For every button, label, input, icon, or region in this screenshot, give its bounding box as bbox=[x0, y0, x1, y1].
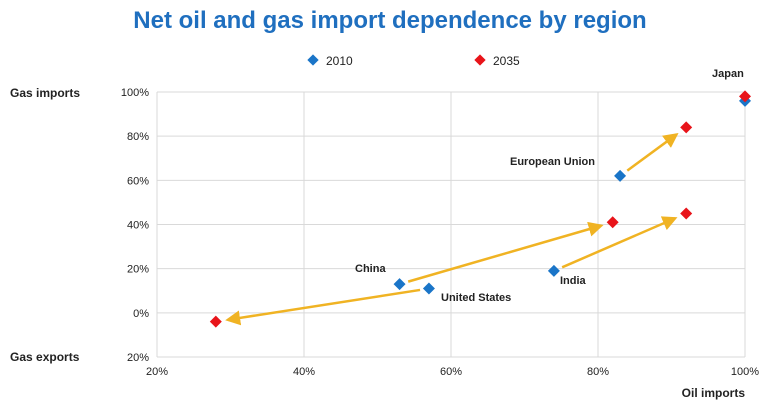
annotation-japan: Japan bbox=[712, 68, 744, 80]
x-tick-label: 60% bbox=[440, 366, 462, 378]
point-2035-china bbox=[606, 216, 619, 229]
tick-labels: 100% 80% 60% 40% 20% 0% 20% 20% 40% 60% 80% 100% bbox=[121, 87, 759, 378]
annotations: China United States India European Union… bbox=[355, 68, 744, 304]
legend-label-2010: 2010 bbox=[326, 54, 353, 68]
annotation-united-states: United States bbox=[441, 292, 511, 304]
trend-arrow bbox=[225, 288, 421, 326]
y-axis-label-top: Gas imports bbox=[10, 86, 80, 100]
y-tick-label: 100% bbox=[121, 87, 149, 99]
point-2035-india bbox=[680, 207, 693, 220]
trend-arrow bbox=[561, 216, 678, 269]
y-tick-label: 60% bbox=[127, 175, 149, 187]
point-2010-china bbox=[393, 278, 406, 291]
chart-title: Net oil and gas import dependence by reg… bbox=[133, 7, 646, 34]
point-2010-india bbox=[547, 264, 560, 277]
trend-arrow bbox=[407, 221, 604, 283]
x-tick-label: 20% bbox=[146, 366, 168, 378]
trend-arrow bbox=[626, 132, 679, 172]
x-tick-label: 80% bbox=[587, 366, 609, 378]
annotation-european-union: European Union bbox=[510, 156, 595, 168]
x-tick-label: 40% bbox=[293, 366, 315, 378]
y-tick-label: 80% bbox=[127, 131, 149, 143]
data-points bbox=[209, 90, 751, 328]
point-2035-japan bbox=[739, 90, 751, 103]
arrows bbox=[225, 132, 679, 326]
y-axis-label-bottom: Gas exports bbox=[10, 350, 80, 364]
legend-marker-2035 bbox=[474, 54, 486, 66]
point-2010-united-states bbox=[422, 282, 435, 295]
point-2035-european-union bbox=[680, 121, 693, 134]
legend-marker-2010 bbox=[307, 54, 319, 66]
annotation-india: India bbox=[560, 275, 587, 287]
annotation-china: China bbox=[355, 263, 386, 275]
x-axis-label: Oil imports bbox=[682, 386, 746, 400]
point-2035-united-states bbox=[209, 315, 222, 328]
y-tick-label: 20% bbox=[127, 352, 149, 364]
y-tick-label: 40% bbox=[127, 220, 149, 232]
legend: 2010 2035 bbox=[307, 54, 520, 68]
y-tick-label: 20% bbox=[127, 264, 149, 276]
point-2010-european-union bbox=[614, 169, 627, 182]
legend-label-2035: 2035 bbox=[493, 54, 520, 68]
x-tick-label: 100% bbox=[731, 366, 759, 378]
y-tick-label: 0% bbox=[133, 308, 149, 320]
